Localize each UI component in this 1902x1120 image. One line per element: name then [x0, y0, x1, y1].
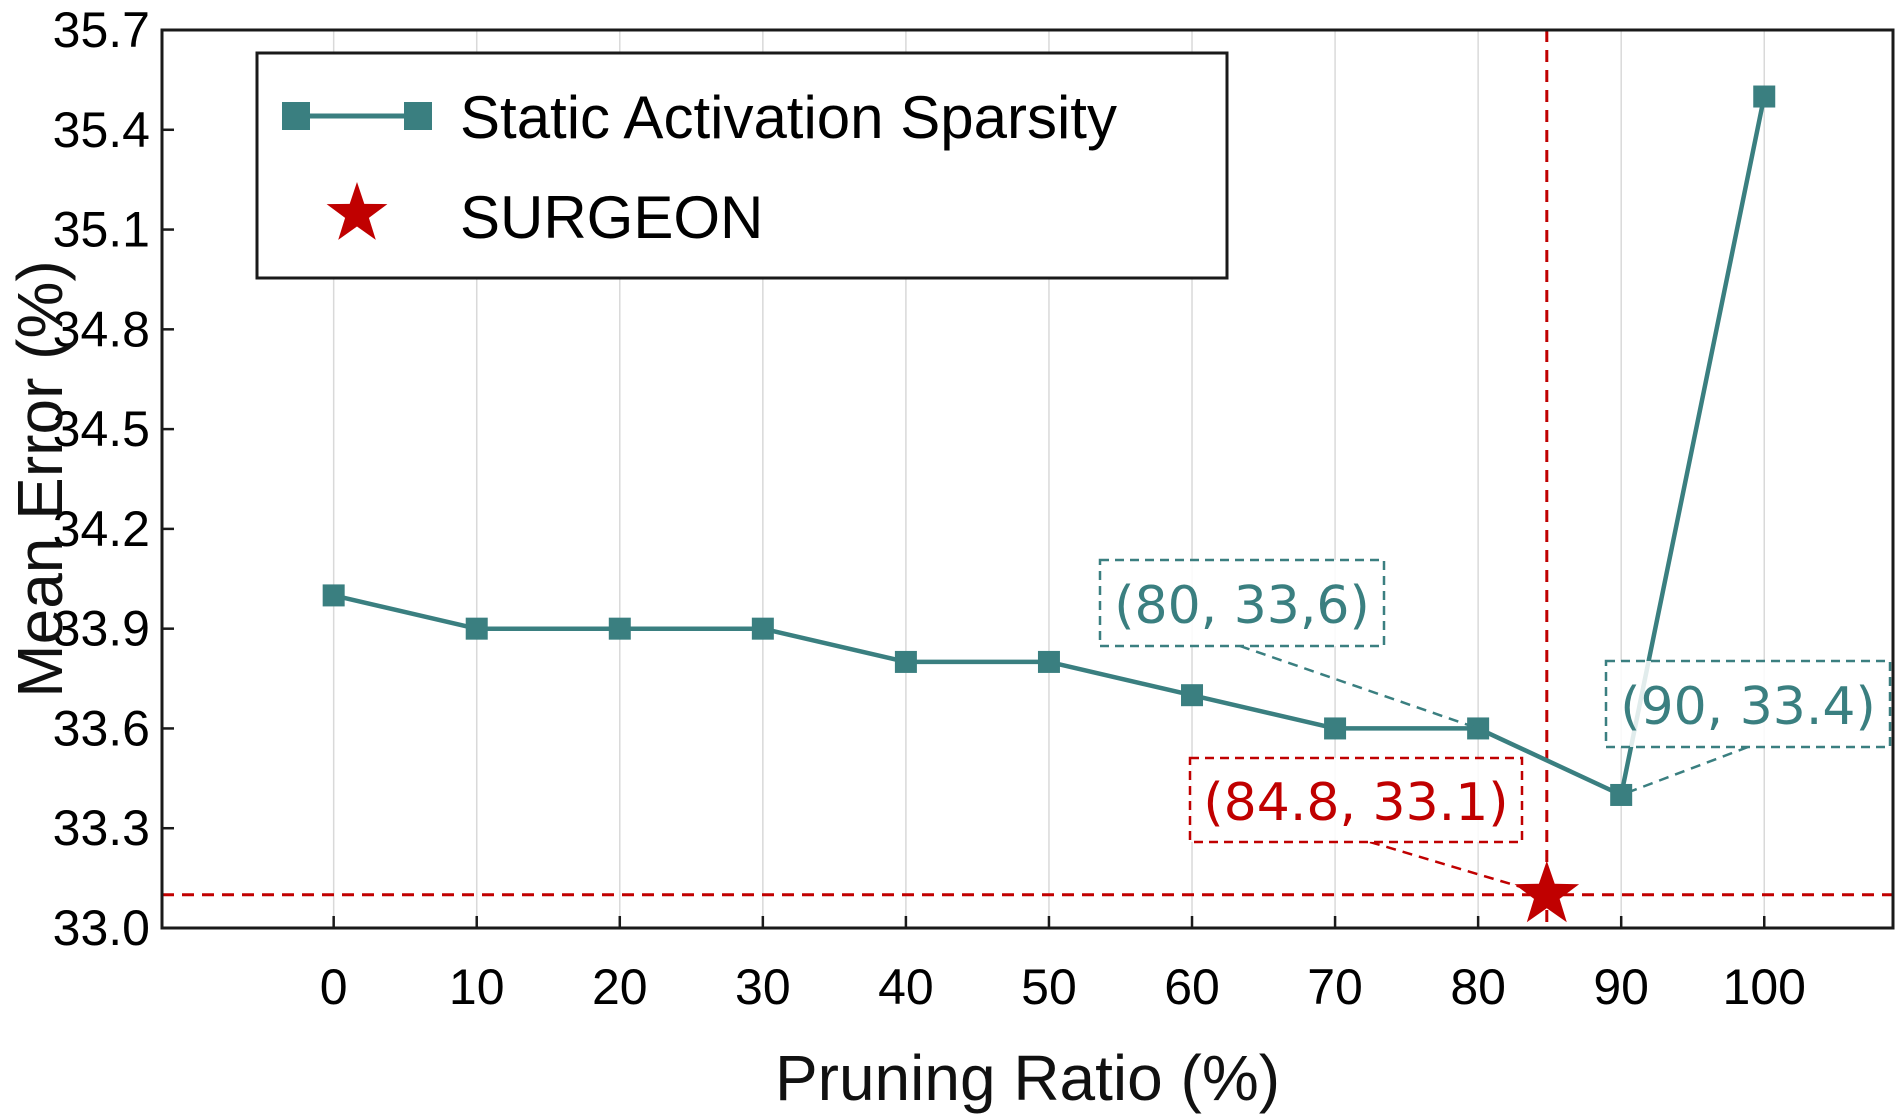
annotation-box: [1098, 558, 1386, 648]
x-tick-label: 60: [1164, 959, 1220, 1015]
annotation-leader-line: [1239, 644, 1479, 730]
x-tick-label: 100: [1723, 959, 1806, 1015]
legend-marker-star: [326, 182, 388, 240]
data-point-square: [1037, 650, 1060, 673]
x-tick-label: 90: [1593, 959, 1649, 1015]
annotation-label: (90, 33.4): [1620, 677, 1876, 737]
reference-lines: [162, 30, 1893, 928]
data-point-square: [1181, 684, 1204, 707]
annotation-leader-line: [1620, 745, 1749, 797]
x-tick-label: 0: [320, 959, 348, 1015]
annotation-label: (84.8, 33.1): [1203, 773, 1508, 833]
data-point-square: [322, 584, 345, 607]
legend-marker-square: [404, 102, 432, 130]
y-tick-label: 35.1: [53, 202, 150, 258]
plot-frame: [160, 28, 1895, 930]
x-tick-label: 70: [1307, 959, 1363, 1015]
data-point-star: [1514, 860, 1580, 923]
x-tick-label: 40: [878, 959, 934, 1015]
x-tick-label: 20: [592, 959, 648, 1015]
annotation-box: [1604, 659, 1892, 749]
x-axis-title: Pruning Ratio (%): [775, 1042, 1280, 1114]
legend-box: [255, 51, 1229, 280]
data-point-square: [608, 617, 631, 640]
data-point-square: [894, 650, 917, 673]
annotation-label: (80, 33,6): [1114, 576, 1370, 636]
data-point-square: [1467, 717, 1490, 740]
y-tick-label: 34.5: [53, 401, 150, 457]
data-point-square: [465, 617, 488, 640]
y-tick-label: 33.3: [53, 800, 150, 856]
data-point-square: [1324, 717, 1347, 740]
y-tick-label: 33.9: [53, 601, 150, 657]
legend: Static Activation Sparsity SURGEON: [255, 51, 1229, 280]
annotation-leader-line: [1369, 840, 1548, 896]
y-tick-label: 35.4: [53, 102, 150, 158]
y-tick-label: 35.7: [53, 2, 150, 58]
x-tick-label: 80: [1450, 959, 1506, 1015]
x-tick-label: 30: [735, 959, 791, 1015]
x-tick-label: 50: [1021, 959, 1077, 1015]
data-point-square: [1610, 783, 1633, 806]
y-tick-label: 34.8: [53, 301, 150, 357]
legend-label-surgeon: SURGEON: [460, 184, 763, 251]
annotation-box: [1188, 756, 1524, 844]
y-tick-label: 33.0: [53, 900, 150, 956]
x-tick-label: 10: [449, 959, 505, 1015]
y-axis-title: Mean Error (%): [4, 260, 76, 697]
y-tick-label: 34.2: [53, 501, 150, 557]
annotations: (80, 33,6) (90, 33.4) (84.8, 33.1): [1098, 558, 1892, 896]
tick-layer: 0 10 20 30 40 50 60 70 80 90 100 33.0 33.3 33.6 33.9 34…: [53, 2, 1806, 1015]
legend-marker-square: [282, 102, 310, 130]
data-point-square: [1753, 85, 1776, 108]
series-layer: [322, 85, 1776, 923]
data-point-square: [751, 617, 774, 640]
legend-label-static: Static Activation Sparsity: [460, 84, 1117, 151]
y-tick-label: 33.6: [53, 700, 150, 756]
